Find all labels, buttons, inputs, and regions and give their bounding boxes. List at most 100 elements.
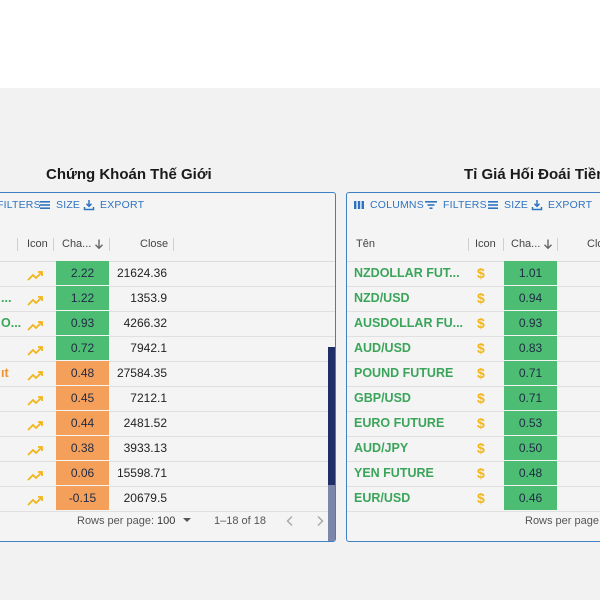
close-value: 0.	[561, 261, 600, 285]
trending-up-icon	[27, 496, 43, 506]
change-value: 0.06	[56, 461, 109, 485]
currency-name: POUND FUTURE	[354, 366, 454, 380]
previous-page-icon[interactable]	[285, 515, 295, 527]
table-row[interactable]: ... 1.22 1353.9	[0, 286, 335, 312]
change-value: 0.48	[56, 361, 109, 385]
table-row[interactable]: O... 0.93 4266.32	[0, 311, 335, 337]
header-close[interactable]: Clo	[587, 238, 600, 250]
table-row[interactable]: 0.44 2481.52	[0, 411, 335, 437]
sort-desc-icon[interactable]	[542, 238, 554, 250]
dollar-icon: $	[477, 390, 485, 406]
density-button[interactable]: SIZE	[39, 199, 80, 211]
next-page-icon[interactable]	[315, 515, 325, 527]
change-value: 0.45	[56, 386, 109, 410]
close-value: 0.	[561, 461, 600, 485]
close-value: 21624.36	[116, 266, 167, 280]
trend-icon-cell	[27, 436, 47, 460]
change-value: 0.71	[504, 386, 557, 410]
exchange-rates-title: Tỉ Giá Hối Đoái Tiền T	[464, 166, 600, 183]
trending-up-icon	[27, 346, 43, 356]
trending-up-icon	[27, 446, 43, 456]
trend-icon-cell	[27, 261, 47, 285]
table-row[interactable]: -0.15 20679.5	[0, 486, 335, 512]
export-button[interactable]: EXPORT	[531, 199, 592, 211]
scrollbar[interactable]	[328, 347, 335, 541]
table-row[interactable]: 0.45 7212.1	[0, 386, 335, 412]
size-label: SIZE	[56, 199, 81, 211]
header-close[interactable]: Close	[140, 238, 169, 250]
change-value: 0.50	[504, 436, 557, 460]
table-row[interactable]: 2.22 21624.36	[0, 261, 335, 287]
change-value: 1.01	[504, 261, 557, 285]
header-name[interactable]: Tên	[356, 238, 375, 250]
currency-name: AUD/USD	[354, 341, 411, 355]
header-change[interactable]: Cha...	[511, 238, 541, 250]
table-row[interactable]: AUD/JPY $0.509	[347, 436, 600, 462]
table-row[interactable]: 0.72 7942.1	[0, 336, 335, 362]
trending-up-icon	[27, 321, 43, 331]
density-icon	[488, 201, 498, 209]
trending-up-icon	[27, 371, 43, 381]
export-button[interactable]: EXPORT	[83, 199, 144, 211]
column-header-row: Tên Icon Cha... Clo	[347, 227, 600, 262]
table-row[interactable]: ıt 0.48 27584.35	[0, 361, 335, 387]
close-value: 1.	[561, 386, 600, 410]
table-row[interactable]: 0.06 15598.71	[0, 461, 335, 487]
filters-button[interactable]: FILTERS	[0, 199, 41, 211]
density-button[interactable]: SIZE	[487, 199, 528, 211]
trend-icon-cell	[27, 461, 47, 485]
table-row[interactable]: 0.38 3933.13	[0, 436, 335, 462]
table-row[interactable]: AUD/USD $0.830	[347, 336, 600, 362]
columns-button[interactable]: COLUMNS	[353, 199, 424, 211]
column-header-row: Icon Cha... Close	[0, 227, 335, 262]
rows-per-page-label: Rows per page:	[525, 515, 600, 527]
trend-icon-cell	[27, 286, 47, 310]
table-row[interactable]: GBP/USD $0.711.	[347, 386, 600, 412]
close-value: 27584.35	[116, 366, 167, 380]
close-value: 7212.1	[130, 391, 167, 405]
symbol-name	[1, 386, 21, 410]
close-value: 1.	[561, 411, 600, 435]
close-value: 1353.9	[130, 291, 167, 305]
filters-button[interactable]: FILTERS	[424, 199, 487, 211]
table-row[interactable]: NZDOLLAR FUT... $1.010.	[347, 261, 600, 287]
trend-icon-cell	[27, 411, 47, 435]
currency-name: YEN FUTURE	[354, 466, 434, 480]
change-value: 0.93	[504, 311, 557, 335]
header-icon[interactable]: Icon	[27, 238, 48, 250]
trend-icon-cell	[27, 386, 47, 410]
dollar-icon: $	[477, 315, 485, 331]
dollar-icon: $	[477, 465, 485, 481]
columns-label: COLUMNS	[370, 199, 424, 211]
symbol-name: ...	[1, 291, 12, 305]
size-label: SIZE	[504, 199, 529, 211]
close-value: 9	[561, 436, 600, 460]
header-icon[interactable]: Icon	[475, 238, 496, 250]
export-label: EXPORT	[548, 199, 593, 211]
filters-label: FILTERS	[443, 199, 487, 211]
rows-per-page-select[interactable]: 100	[157, 515, 192, 527]
table-row[interactable]: AUSDOLLAR FU... $0.930	[347, 311, 600, 337]
grid-toolbar: FILTERS SIZE EXPORT	[0, 193, 335, 221]
header-change[interactable]: Cha...	[62, 238, 92, 250]
table-row[interactable]: YEN FUTURE $0.480.	[347, 461, 600, 487]
dollar-icon: $	[477, 365, 485, 381]
dollar-icon: $	[477, 415, 485, 431]
table-row[interactable]: NZD/USD $0.940.	[347, 286, 600, 312]
change-value: 0.94	[504, 286, 557, 310]
table-row[interactable]: EURO FUTURE $0.531.	[347, 411, 600, 437]
dollar-icon: $	[477, 490, 485, 506]
table-row[interactable]: EUR/USD$0.461.	[347, 486, 600, 512]
close-value: 2481.52	[123, 416, 167, 430]
trend-icon-cell	[27, 336, 47, 360]
table-row[interactable]: POUND FUTURE $0.711.	[347, 361, 600, 387]
sort-desc-icon[interactable]	[93, 238, 105, 250]
close-value: 15598.71	[116, 466, 167, 480]
density-icon	[40, 201, 50, 209]
scrollbar-thumb[interactable]	[328, 347, 335, 485]
change-value: 0.53	[504, 411, 557, 435]
currency-name: EURO FUTURE	[354, 416, 445, 430]
trending-up-icon	[27, 296, 43, 306]
change-value: 0.44	[56, 411, 109, 435]
change-value: 0.71	[504, 361, 557, 385]
